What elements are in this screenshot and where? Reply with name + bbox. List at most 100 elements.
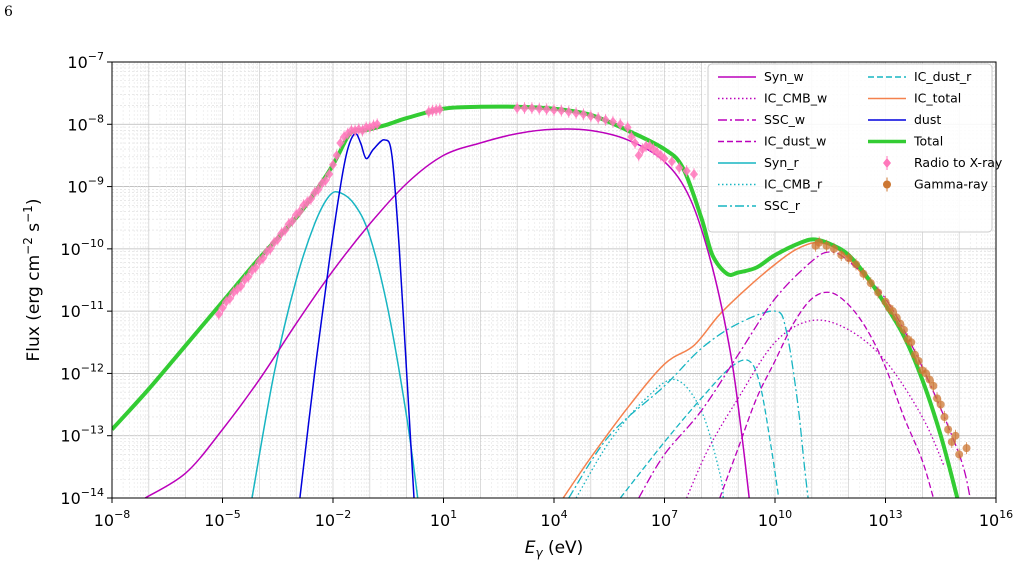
marker-radio-xray [634,150,643,161]
marker-gamma-ray [852,260,861,269]
marker-radio-xray [218,303,227,314]
marker-radio-xray [236,281,245,292]
legend-marker-diamond [883,158,891,168]
y-axis-label: Flux (erg cm−2 s−1) [21,199,44,362]
marker-radio-xray [557,105,566,116]
x-tick-label: 101 [430,508,457,530]
legend-box [707,63,993,233]
marker-gamma-ray [837,251,846,260]
marker-gamma-ray [874,288,883,297]
marker-gamma-ray [859,269,868,278]
legend-label: IC_CMB_r [764,177,823,192]
marker-radio-xray [306,194,315,205]
marker-gamma-ray [888,307,897,316]
y-tick-label: 10−10 [60,237,104,259]
legend-label: Radio to X-ray [914,155,1003,170]
legend-label: SSC_r [764,198,801,213]
y-tick-label: 10−12 [60,361,104,383]
marker-gamma-ray [951,431,960,440]
marker-radio-xray [627,131,636,142]
marker-radio-xray [520,103,529,114]
marker-gamma-ray [881,297,890,306]
marker-radio-xray [332,150,341,161]
marker-gamma-ray [829,244,838,253]
y-tick-label: 10−7 [67,50,104,72]
legend-label: Syn_w [764,69,804,84]
marker-radio-xray [251,262,260,273]
marker-gamma-ray [929,381,938,390]
marker-radio-xray [631,137,640,148]
marker-radio-xray [616,119,625,130]
marker-gamma-ray [892,313,901,322]
legend-label: IC_total [914,91,961,106]
page-number: 6 [4,4,13,20]
marker-radio-xray [259,253,268,264]
marker-gamma-ray [940,413,949,422]
marker-gamma-ray [907,338,916,347]
marker-radio-xray [689,169,698,180]
legend-label: dust [914,112,941,127]
series-ic-cmb-w [686,319,945,498]
marker-radio-xray [660,153,669,164]
marker-gamma-ray [815,238,824,247]
series-dust [299,132,415,498]
series-ic-cmb-r [575,378,725,498]
legend-label: IC_dust_w [764,134,826,149]
marker-radio-xray [273,234,282,245]
x-axis-label: Eγ (eV) [525,538,584,560]
marker-radio-xray [527,103,536,114]
marker-gamma-ray [947,437,956,446]
marker-radio-xray [325,169,334,180]
x-tick-label: 107 [651,508,678,530]
x-tick-label: 1013 [868,508,902,530]
marker-radio-xray [608,116,617,127]
marker-gamma-ray [922,369,931,378]
marker-radio-xray [281,225,290,236]
marker-radio-xray [266,243,275,254]
marker-radio-xray [321,175,330,186]
marker-gamma-ray [899,325,908,334]
marker-radio-xray [682,166,691,176]
y-tick-label: 10−11 [60,299,104,321]
marker-radio-xray [579,109,588,120]
marker-gamma-ray [944,425,953,434]
series-ic-dust-w [719,291,935,498]
x-tick-label: 10−5 [204,508,241,530]
marker-radio-xray [225,293,234,304]
legend-label: SSC_w [764,112,805,127]
y-tick-label: 10−9 [67,175,104,197]
marker-radio-xray [314,184,323,195]
marker-radio-xray [572,108,581,119]
series-syn-w [144,128,750,498]
marker-radio-xray [373,119,382,130]
marker-gamma-ray [914,356,923,365]
grid [111,62,996,499]
marker-radio-xray [336,137,345,148]
y-tick-label: 10−13 [60,424,104,446]
x-tick-label: 1016 [979,508,1013,530]
legend-label: IC_dust_r [914,69,972,84]
legend-label: IC_CMB_w [764,91,827,106]
series-ssc-r [568,310,809,498]
marker-gamma-ray [866,279,875,288]
marker-radio-xray [329,159,337,170]
data-markers [214,102,971,461]
marker-radio-xray [244,271,253,282]
legend-label: Syn_r [764,155,800,170]
x-tick-label: 10−2 [315,508,352,530]
y-tick-label: 10−8 [67,112,104,134]
marker-gamma-ray [955,450,964,459]
marker-radio-xray [623,122,632,133]
marker-radio-xray [594,113,603,124]
marker-radio-xray [513,103,522,114]
marker-radio-xray [675,162,684,173]
marker-radio-xray [550,104,558,115]
marker-radio-xray [288,215,297,226]
marker-radio-xray [295,206,304,217]
legend-label: Total [913,134,943,149]
x-axis-ticks: 10−8 10−5 10−2 101 104 107 1010 1013 1016 [94,498,1013,530]
y-axis-ticks: 10−14 10−13 10−12 10−11 10−10 10−9 10−8 10−7 [60,50,112,508]
legend: Syn_w IC_CMB_w SSC_w IC_dust_w Syn_r IC_CMB_r… [707,63,1003,233]
series-ic-dust-r [619,359,780,498]
